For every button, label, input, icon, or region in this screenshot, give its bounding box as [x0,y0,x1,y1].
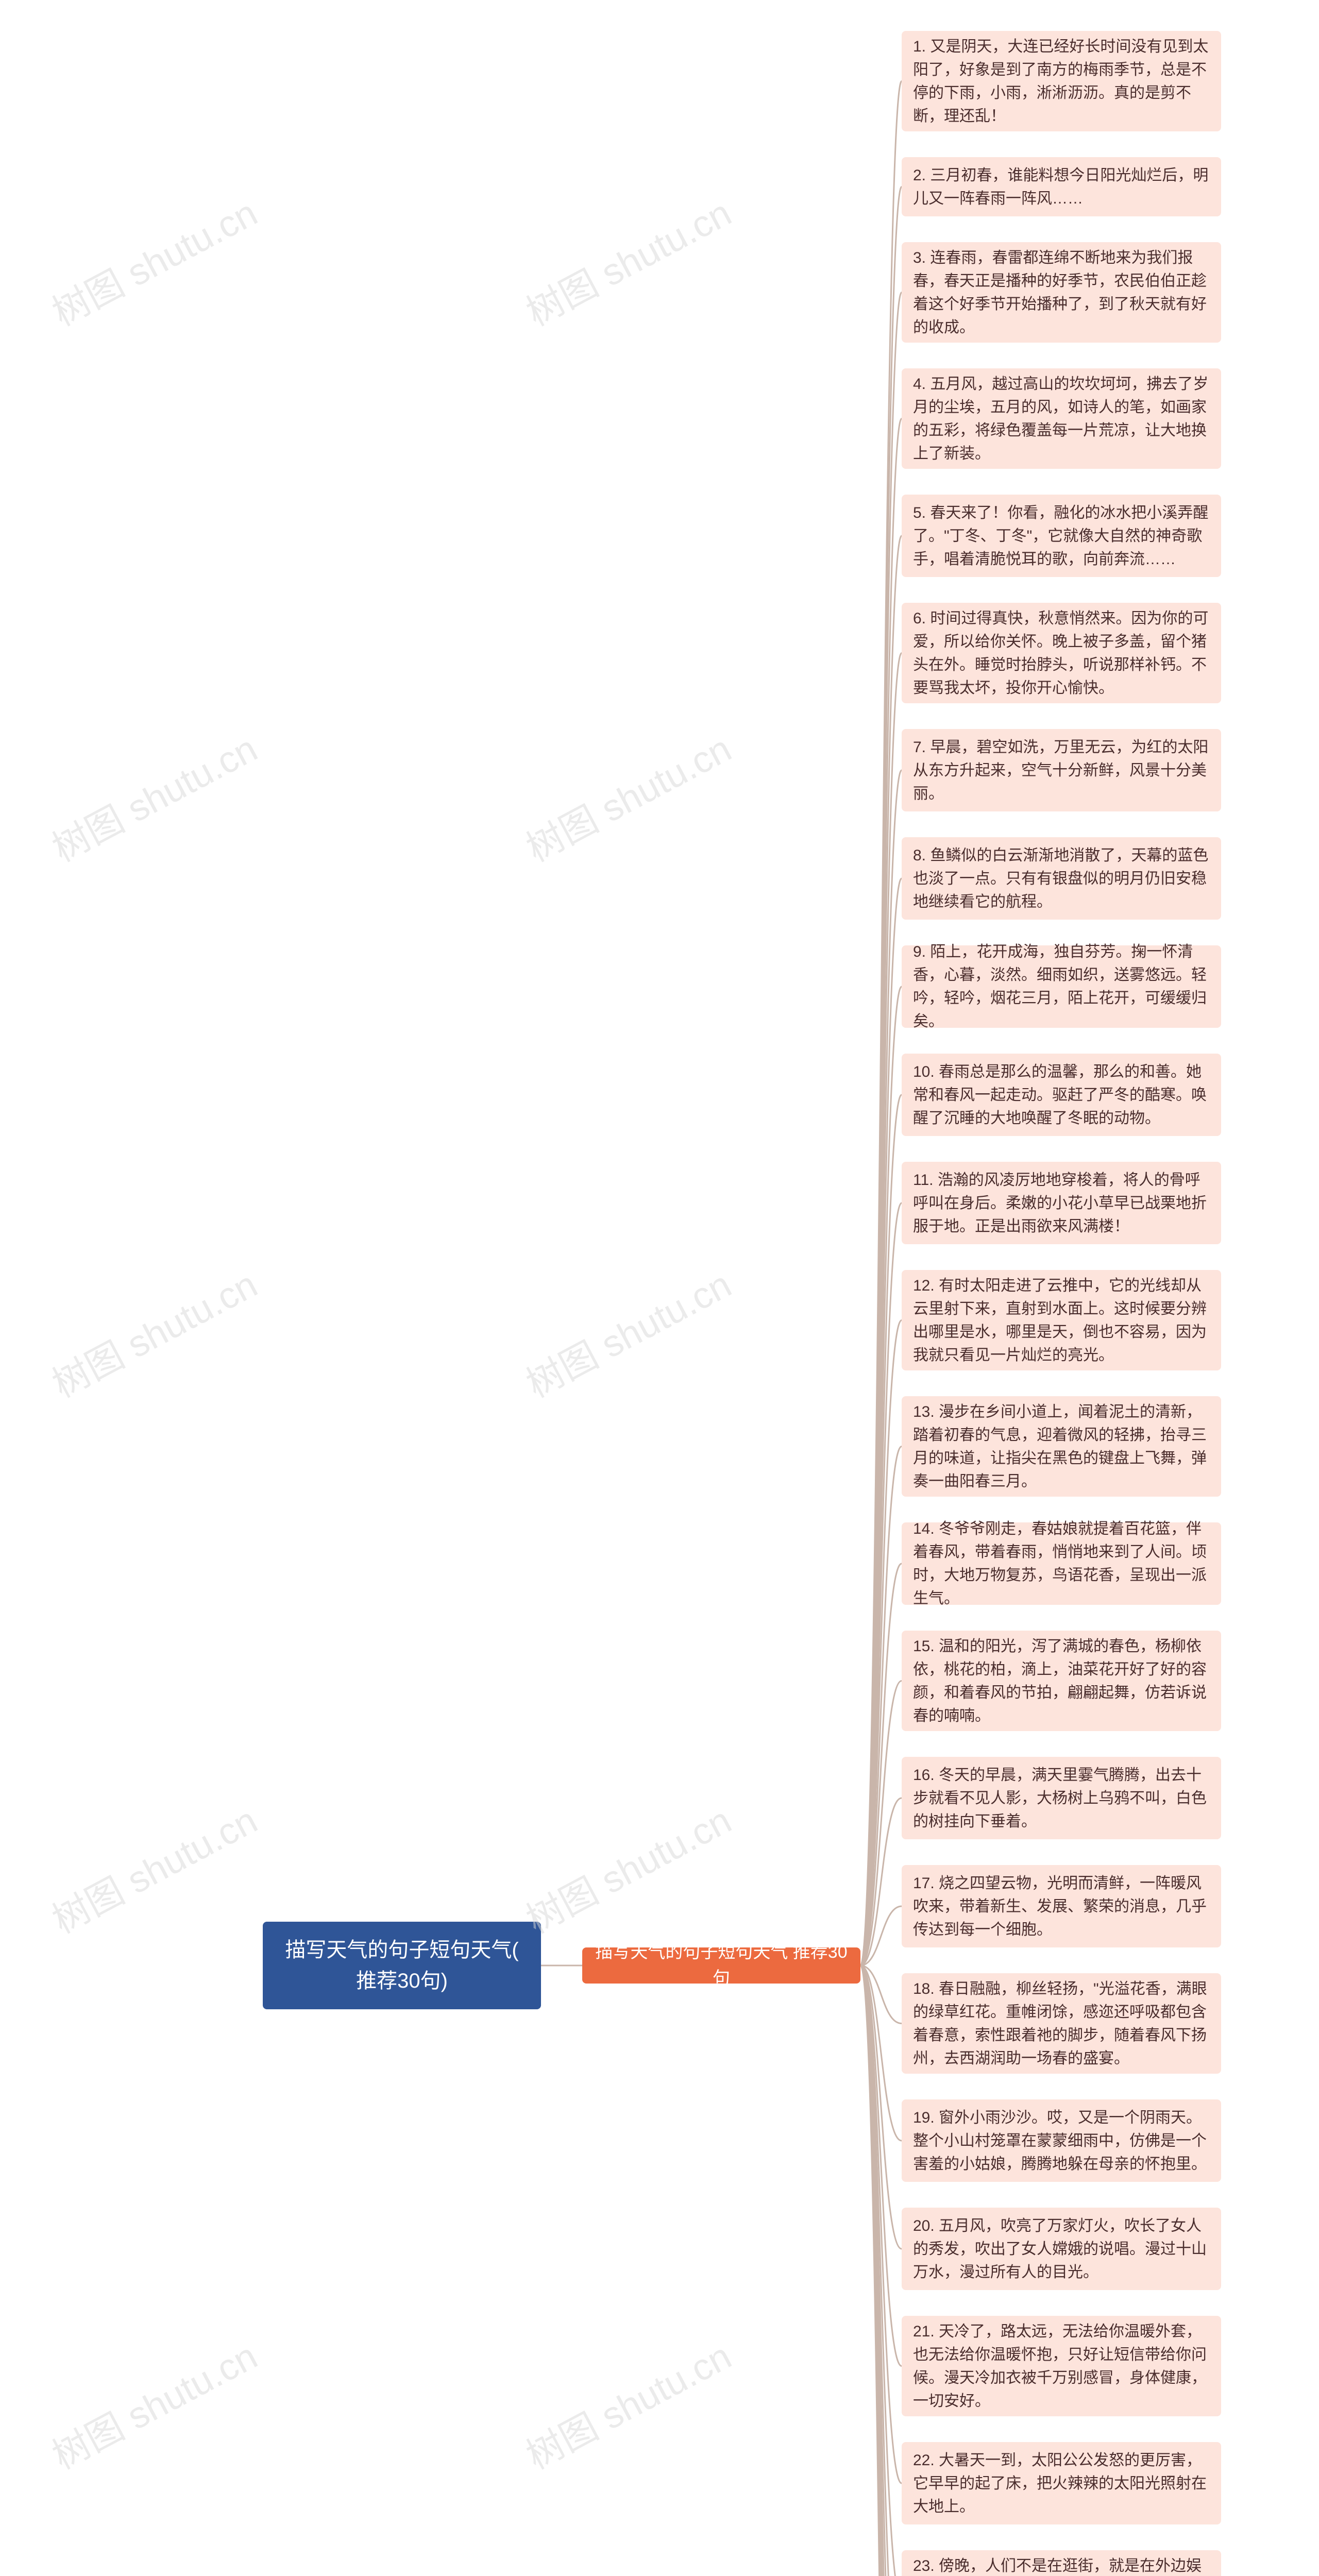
watermark: 树图 shutu.cn [41,719,265,872]
leaf-node[interactable]: 15. 温和的阳光，泻了满城的春色，杨柳依依，桃花的柏，滴上，油菜花开好了好的容… [902,1631,1221,1731]
leaf-node[interactable]: 17. 烧之四望云物，光明而清鲜，一阵暖风吹来，带着新生、发展、繁荣的消息，几乎… [902,1865,1221,1947]
leaf-node[interactable]: 13. 漫步在乡间小道上，闻着泥土的清新，踏着初春的气息，迎着微风的轻拂，抬寻三… [902,1396,1221,1497]
leaf-node[interactable]: 5. 春天来了！你看，融化的冰水把小溪弄醒了。"丁冬、丁冬"，它就像大自然的神奇… [902,495,1221,577]
leaf-node[interactable]: 22. 大暑天一到，太阳公公发怒的更厉害，它早早的起了床，把火辣辣的太阳光照射在… [902,2442,1221,2524]
leaf-node[interactable]: 10. 春雨总是那么的温馨，那么的和善。她常和春风一起走动。驱赶了严冬的酷寒。唤… [902,1054,1221,1136]
branch-node[interactable]: 描写天气的句子短句天气 推荐30句 [582,1947,860,1984]
leaf-node[interactable]: 1. 又是阴天，大连已经好长时间没有见到太阳了，好象是到了南方的梅雨季节，总是不… [902,31,1221,131]
leaf-node[interactable]: 23. 傍晚，人们不是在逛街，就是在外边娱乐。古人说：天上星星跳，风雨就来到。开… [902,2550,1221,2576]
watermark: 树图 shutu.cn [41,1790,265,1943]
leaf-node[interactable]: 2. 三月初春，谁能料想今日阳光灿烂后，明儿又一阵春雨一阵风…… [902,157,1221,216]
watermark: 树图 shutu.cn [41,2326,265,2479]
leaf-node[interactable]: 14. 冬爷爷刚走，春姑娘就提着百花篮，伴着春风，带着春雨，悄悄地来到了人间。顷… [902,1522,1221,1605]
leaf-node[interactable]: 20. 五月风，吹亮了万家灯火，吹长了女人的秀发，吹出了女人嫦娥的说唱。漫过十山… [902,2208,1221,2290]
watermark: 树图 shutu.cn [515,2326,739,2479]
watermark: 树图 shutu.cn [515,719,739,872]
root-node[interactable]: 描写天气的句子短句天气( 推荐30句) [263,1922,541,2009]
leaf-node[interactable]: 3. 连春雨，春雷都连绵不断地来为我们报春，春天正是播种的好季节，农民伯伯正趁着… [902,242,1221,343]
leaf-node[interactable]: 18. 春日融融，柳丝轻扬，"光溢花香，满眼的绿草红花。重帷闭馀，感迩还呼吸都包… [902,1973,1221,2074]
leaf-node[interactable]: 19. 窗外小雨沙沙。哎，又是一个阴雨天。整个小山村笼罩在蒙蒙细雨中，仿佛是一个… [902,2099,1221,2182]
leaf-node[interactable]: 21. 天冷了，路太远，无法给你温暖外套，也无法给你温暖怀抱，只好让短信带给你问… [902,2316,1221,2416]
watermark: 树图 shutu.cn [41,1255,265,1408]
watermark: 树图 shutu.cn [515,1790,739,1943]
watermark: 树图 shutu.cn [41,183,265,336]
leaf-node[interactable]: 16. 冬天的早晨，满天里霎气腾腾，出去十步就看不见人影，大杨树上乌鸦不叫，白色… [902,1757,1221,1839]
leaf-node[interactable]: 8. 鱼鳞似的白云渐渐地消散了，天幕的蓝色也淡了一点。只有有银盘似的明月仍旧安稳… [902,837,1221,920]
leaf-node[interactable]: 6. 时间过得真快，秋意悄然来。因为你的可爱，所以给你关怀。晚上被子多盖，留个猪… [902,603,1221,703]
leaf-node[interactable]: 4. 五月风，越过高山的坎坎坷坷，拂去了岁月的尘埃，五月的风，如诗人的笔，如画家… [902,368,1221,469]
mindmap-canvas: 描写天气的句子短句天气( 推荐30句) 描写天气的句子短句天气 推荐30句 1.… [0,0,1319,2576]
leaf-node[interactable]: 9. 陌上，花开成海，独自芬芳。掬一怀清香，心暮，淡然。细雨如织，送雾悠远。轻吟… [902,945,1221,1028]
leaf-node[interactable]: 7. 早晨，碧空如洗，万里无云，为红的太阳从东方升起来，空气十分新鲜，风景十分美… [902,729,1221,811]
leaf-node[interactable]: 11. 浩瀚的风凌厉地地穿梭着，将人的骨呼呼叫在身后。柔嫩的小花小草早已战栗地折… [902,1162,1221,1244]
leaf-node[interactable]: 12. 有时太阳走进了云推中，它的光线却从云里射下来，直射到水面上。这时候要分辨… [902,1270,1221,1370]
watermark: 树图 shutu.cn [515,1255,739,1408]
watermark: 树图 shutu.cn [515,183,739,336]
